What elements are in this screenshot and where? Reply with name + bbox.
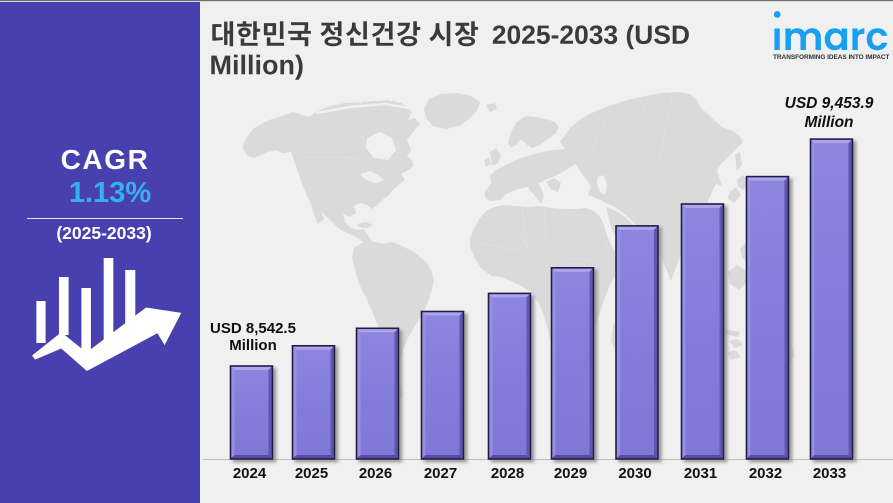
svg-text:TRANSFORMING IDEAS INTO IMPACT: TRANSFORMING IDEAS INTO IMPACT	[773, 54, 890, 61]
